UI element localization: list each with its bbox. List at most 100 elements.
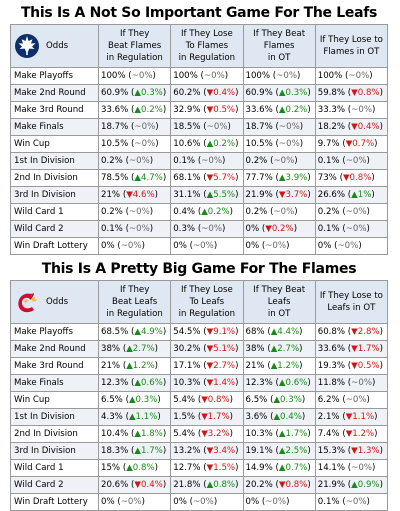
odds-value: 100%	[245, 71, 271, 81]
odds-value: 19.3%	[317, 361, 346, 371]
odds-cell: 20.6% (▼0.4%)	[97, 476, 172, 494]
odds-value: 18.7%	[101, 122, 129, 132]
odds-change: ~0%	[273, 156, 295, 166]
odds-value: 5.4%	[173, 395, 196, 405]
odds-value: 0.1%	[317, 224, 340, 234]
odds-change: ▲2.5%	[278, 446, 308, 456]
row-label: Make 2nd Round	[10, 340, 99, 358]
odds-value: 0.3%	[173, 224, 196, 234]
odds-change: ~0%	[337, 241, 359, 251]
table-row: Win Cup 6.5% (▲0.3%) 5.4% (▼0.8%) 6.5% (▲0.…	[10, 391, 389, 409]
odds-cell: 5.4% (▼0.8%)	[170, 391, 244, 409]
table-row: 2nd In Division 78.5% (▲4.7%) 68.1% (▼5.7%…	[10, 169, 389, 187]
odds-value: 59.8%	[317, 88, 346, 98]
odds-change: ~0%	[203, 71, 225, 81]
odds-cell: 0% (~0%)	[97, 237, 172, 255]
odds-value: 54.5%	[173, 327, 201, 337]
odds-cell: 18.7% (~0%)	[242, 118, 316, 136]
odds-value: 21%	[245, 361, 265, 371]
odds-cell: 10.5% (~0%)	[242, 135, 316, 153]
flames-header-row: Odds If They Beat Leafs in Regulation If T…	[10, 280, 389, 324]
odds-change: ▲4.9%	[134, 327, 163, 337]
odds-cell: 10.4% (▲1.8%)	[97, 425, 172, 443]
odds-value: 0.2%	[245, 207, 268, 217]
odds-change: ▲2.7%	[126, 344, 155, 354]
odds-value: 21%	[101, 361, 121, 371]
odds-value: 30.2%	[173, 344, 201, 354]
odds-change: ▲4.4%	[270, 327, 300, 337]
odds-label: Odds	[46, 41, 69, 51]
odds-cell: 2.1% (▼1.1%)	[314, 408, 389, 426]
odds-cell: 0% (▼0.2%)	[242, 220, 316, 238]
odds-change: ▼1.4%	[206, 378, 236, 388]
odds-cell: 0% (~0%)	[170, 237, 244, 255]
odds-cell: 13.2% (▼3.4%)	[170, 442, 244, 460]
odds-cell: 60.9% (▲0.3%)	[242, 84, 316, 102]
odds-value: 17.1%	[173, 361, 201, 371]
odds-change: ▲0.2%	[206, 139, 236, 149]
row-label: Win Draft Lottery	[10, 237, 99, 255]
table-row: Wild Card 1 15% (▲0.8%) 12.7% (▼1.5%) 14.9%…	[10, 459, 389, 477]
odds-value: 0.2%	[101, 207, 123, 217]
odds-value: 100%	[173, 71, 198, 81]
leafs-header-row: Odds If They Beat Flames in Regulation If …	[10, 24, 389, 68]
odds-value: 4.3%	[101, 412, 123, 422]
odds-change: ~0%	[192, 241, 214, 251]
odds-value: 14.1%	[317, 463, 346, 473]
odds-cell: 30.2% (▼5.1%)	[170, 340, 244, 358]
odds-change: ▼1.3%	[351, 446, 380, 456]
odds-cell: 10.3% (▲1.7%)	[242, 425, 316, 443]
odds-cell: 32.9% (▼0.5%)	[170, 101, 244, 119]
row-label: 1st In Division	[10, 408, 99, 426]
odds-change: ▲1.2%	[270, 361, 300, 371]
odds-cell: 21% (▲1.2%)	[97, 357, 172, 375]
odds-change: ▲0.6%	[278, 378, 308, 388]
row-label: Win Cup	[10, 135, 99, 153]
odds-value: 12.3%	[245, 378, 273, 388]
row-label: Wild Card 2	[10, 220, 99, 238]
odds-cell: 0.2% (~0%)	[242, 152, 316, 170]
odds-value: 60.9%	[245, 88, 273, 98]
odds-change: ▲0.2%	[201, 207, 230, 217]
odds-value: 38%	[101, 344, 121, 354]
odds-change: ▼0.7%	[345, 139, 375, 149]
odds-cell: 1.5% (▼1.7%)	[170, 408, 244, 426]
leafs-title: This Is A Not So Important Game For The …	[20, 5, 378, 21]
odds-value: 0.4%	[173, 207, 196, 217]
odds-cell: 68.1% (▼5.7%)	[170, 169, 244, 187]
odds-value: 0.2%	[245, 156, 268, 166]
odds-cell: 12.3% (▲0.6%)	[242, 374, 316, 392]
odds-value: 33.6%	[101, 105, 129, 115]
odds-value: 18.3%	[101, 446, 129, 456]
row-label: Make Playoffs	[10, 67, 99, 85]
odds-value: 10.3%	[245, 429, 273, 439]
odds-value: 19.1%	[245, 446, 273, 456]
odds-cell: 0.1% (~0%)	[314, 220, 389, 238]
odds-value: 38%	[245, 344, 265, 354]
odds-change: ~0%	[345, 156, 367, 166]
odds-change: ▼0.8%	[278, 480, 308, 490]
odds-cell: 31.1% (▲5.5%)	[170, 186, 244, 204]
odds-change: ▲0.2%	[278, 105, 308, 115]
odds-cell: 21.9% (▲0.9%)	[314, 476, 389, 494]
row-label: Make Finals	[10, 118, 99, 136]
table-row: Make Playoffs 100% (~0%) 100% (~0%) 100% (~…	[10, 67, 389, 85]
odds-value: 18.2%	[317, 122, 346, 132]
odds-change: ▲1.8%	[134, 429, 163, 439]
odds-value: 20.6%	[101, 480, 129, 490]
row-label: Make 3rd Round	[10, 357, 99, 375]
row-label: 3rd In Division	[10, 186, 99, 204]
odds-change: ~0%	[345, 497, 367, 507]
odds-cell: 26.6% (▲1%)	[314, 186, 389, 204]
odds-cell: 10.5% (~0%)	[97, 135, 172, 153]
odds-value: 18.7%	[245, 122, 273, 132]
odds-cell: 100% (~0%)	[314, 67, 389, 85]
odds-cell: 10.6% (▲0.2%)	[170, 135, 244, 153]
odds-change: ▼2.7%	[206, 361, 236, 371]
table-row: Wild Card 1 0.2% (~0%) 0.4% (▲0.2%) 0.2% (~…	[10, 203, 389, 221]
odds-change: ▲3.9%	[278, 173, 308, 183]
odds-value: 6.5%	[101, 395, 123, 405]
odds-value: 60.2%	[173, 88, 201, 98]
odds-cell: 0% (~0%)	[242, 237, 316, 255]
table-row: 3rd In Division 21% (▼4.6%) 31.1% (▲5.5%) 2…	[10, 186, 389, 204]
